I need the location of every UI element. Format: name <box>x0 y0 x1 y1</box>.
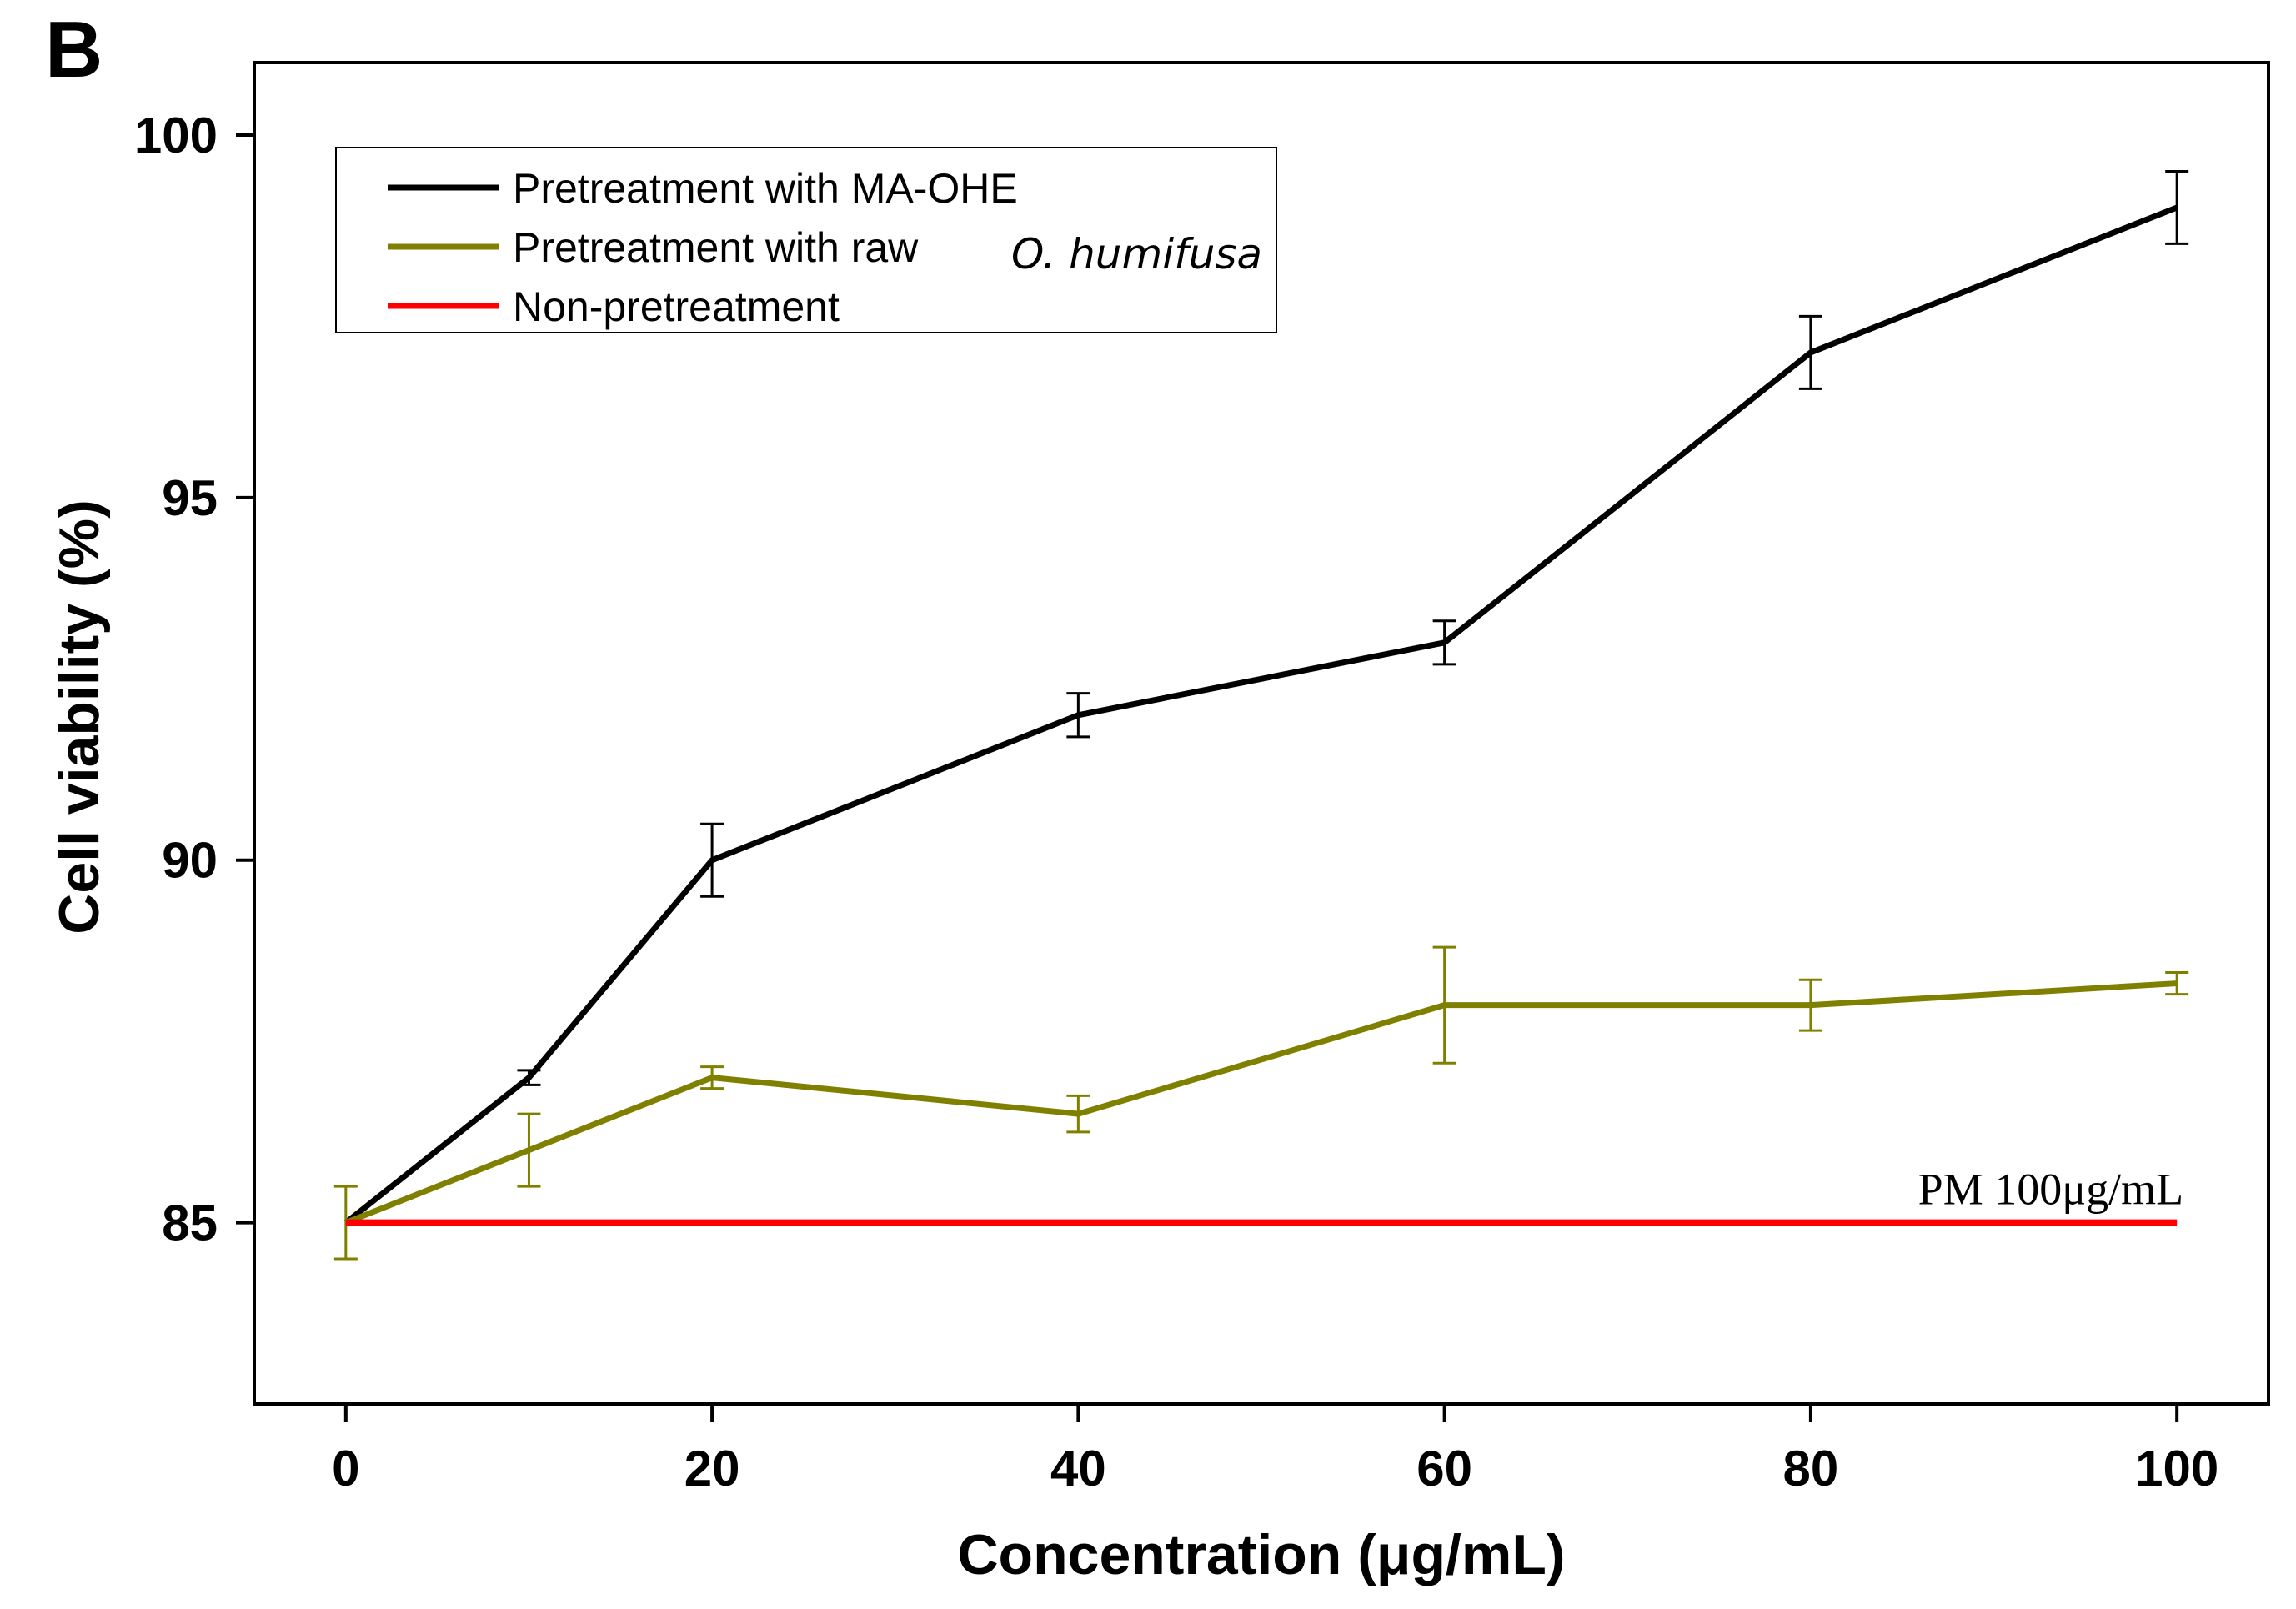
panel-label: B <box>45 5 103 94</box>
y-tick-label: 90 <box>162 833 218 889</box>
series-line-1 <box>343 204 2178 1226</box>
legend-label: Non-pretreatment <box>513 283 840 330</box>
x-tick-label: 20 <box>684 1441 740 1496</box>
x-axis: 0 20 40 60 80 100 <box>332 1404 2218 1496</box>
x-tick-label: 0 <box>332 1441 359 1496</box>
y-tick-label: 100 <box>134 108 218 163</box>
x-axis-title: Concentration (μg/mL) <box>957 1523 1565 1586</box>
x-tick-label: 60 <box>1416 1441 1472 1496</box>
y-tick-label: 95 <box>162 470 218 526</box>
annotation-layer: PM 100μg/mL <box>1918 1165 2184 1215</box>
legend-label: Pretreatment with MA-OHE <box>513 165 1018 212</box>
x-tick-label: 40 <box>1050 1441 1106 1496</box>
series-line-2 <box>344 980 2178 1226</box>
y-axis: 85 90 95 100 <box>134 108 254 1251</box>
legend: Pretreatment with MA-OHE Pretreatment wit… <box>335 147 1277 333</box>
legend-label: Pretreatment with raw <box>513 224 919 271</box>
x-tick-label: 100 <box>2135 1441 2218 1496</box>
legend-label-italic: O. humifusa <box>1011 230 1262 278</box>
annotation-label: PM 100μg/mL <box>1918 1165 2184 1215</box>
series-layer <box>333 169 2189 1261</box>
y-tick-label: 85 <box>162 1195 218 1251</box>
plot-frame <box>253 61 2270 1406</box>
legend-box <box>335 147 1277 333</box>
x-tick-label: 80 <box>1783 1441 1839 1496</box>
y-axis-title: Cell viability (%) <box>48 499 111 934</box>
